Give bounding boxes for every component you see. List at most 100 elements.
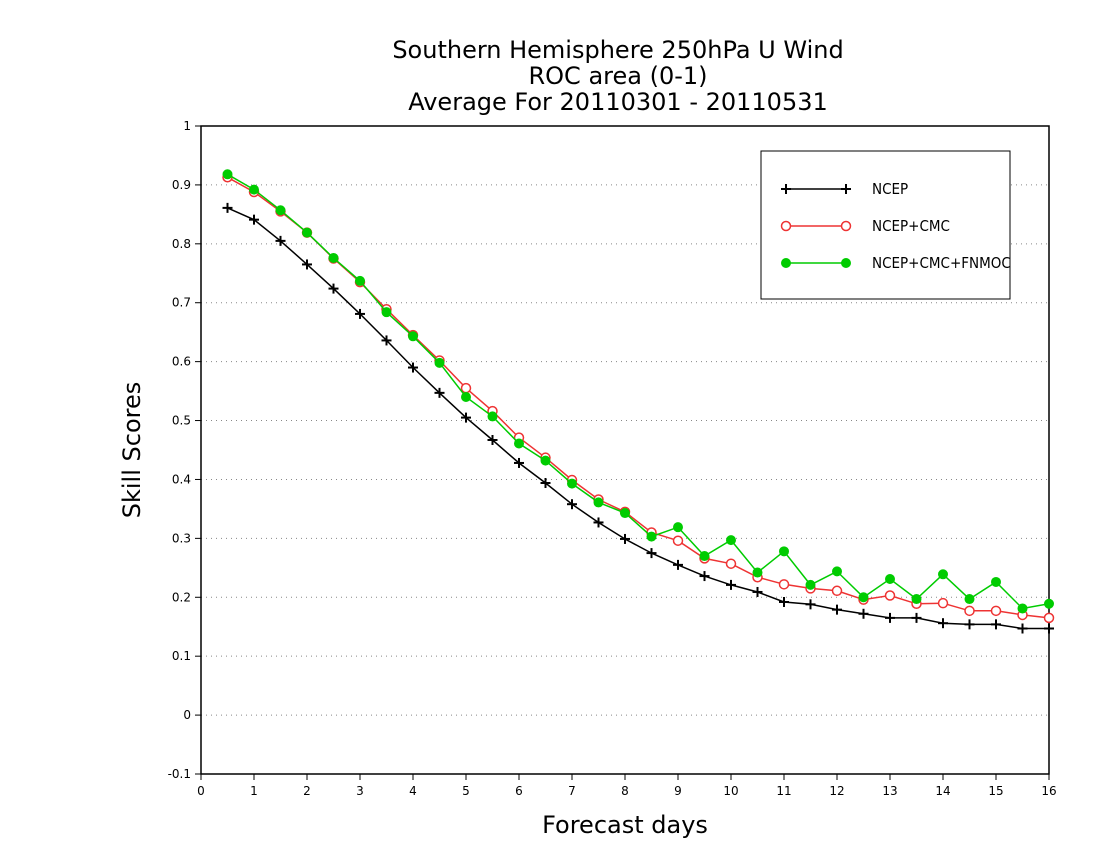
x-tick-label: 11 (776, 784, 791, 798)
y-axis-title: Skill Scores (118, 382, 146, 519)
x-axis-title: Forecast days (542, 811, 708, 839)
data-point (381, 307, 392, 318)
data-point (964, 594, 975, 605)
axis-ticks: -0.100.10.20.30.40.50.60.70.80.910 1 2 3 4 5 6… (168, 119, 1057, 798)
legend-item-ncep-cmc-fnmoc: NCEP+CMC+FNMOC (781, 254, 1011, 272)
data-point (964, 605, 975, 617)
data-point (726, 535, 736, 546)
legend-marker (781, 184, 791, 194)
data-point (805, 579, 816, 590)
data-point (779, 546, 789, 557)
data-point (831, 585, 843, 597)
data-point (461, 391, 471, 402)
data-point (938, 569, 948, 580)
data-point (514, 438, 524, 449)
data-point (275, 235, 286, 246)
data-point (725, 558, 737, 569)
data-point (460, 382, 472, 394)
data-point (222, 169, 233, 180)
x-tick-label: 4 (409, 784, 417, 798)
data-point (593, 517, 604, 528)
data-point (567, 499, 577, 510)
y-tick-label: 0 (183, 708, 191, 722)
data-point (540, 455, 551, 466)
legend: NCEP NCEP+CMC NCEP+CMC+FNMOC (760, 150, 1011, 300)
series-ncep-cmc-fnmoc (222, 169, 1054, 614)
data-point (302, 259, 312, 270)
legend-label: NCEP+CMC+FNMOC (872, 254, 1011, 272)
x-tick-label: 6 (515, 784, 523, 798)
y-tick-label: 0.7 (172, 296, 191, 310)
data-point (514, 457, 524, 468)
data-point (752, 586, 763, 597)
legend-item-ncep-cmc: NCEP+CMC (780, 217, 950, 235)
data-point (620, 533, 630, 544)
x-tick-label: 10 (723, 784, 738, 798)
data-point (381, 335, 392, 346)
data-point (1044, 623, 1054, 634)
data-point (884, 590, 896, 601)
series-line-ncep-cmc-fnmoc (227, 173, 1050, 610)
data-point (275, 205, 286, 216)
x-tick-label: 13 (882, 784, 897, 798)
data-point (249, 214, 259, 225)
data-point (699, 571, 710, 582)
data-point (434, 387, 445, 398)
y-tick-label: 0.5 (172, 414, 191, 428)
data-point (672, 535, 684, 546)
y-tick-label: 0.9 (172, 178, 191, 192)
data-point (487, 411, 498, 422)
data-point (620, 508, 630, 519)
legend-box (760, 150, 1011, 300)
data-point (779, 596, 789, 607)
legend-marker (841, 258, 851, 268)
legend-marker (841, 184, 851, 194)
series-layer (222, 169, 1055, 634)
data-point (567, 478, 577, 489)
x-tick-label: 0 (197, 784, 205, 798)
data-point (222, 202, 233, 213)
data-point (858, 592, 869, 603)
data-point (858, 608, 869, 619)
chart-title-line-2: ROC area (0-1) (528, 62, 707, 90)
data-point (408, 362, 418, 373)
x-tick-label: 3 (356, 784, 364, 798)
data-point (885, 612, 895, 623)
y-tick-label: 0.8 (172, 237, 191, 251)
data-point (461, 412, 471, 423)
data-point (1017, 603, 1028, 614)
data-point (991, 576, 1001, 587)
data-point (1043, 612, 1055, 624)
data-point (832, 604, 842, 615)
chart-title-line-1: Southern Hemisphere 250hPa U Wind (392, 36, 843, 64)
data-point (805, 599, 816, 610)
data-point (991, 619, 1001, 630)
data-point (1044, 598, 1054, 609)
data-point (673, 522, 683, 533)
data-point (408, 331, 418, 342)
data-point (302, 227, 312, 238)
data-point (964, 619, 975, 630)
data-point (937, 597, 949, 609)
chart-title: Southern Hemisphere 250hPa U Wind ROC ar… (392, 36, 843, 116)
x-tick-label: 2 (303, 784, 311, 798)
x-tick-label: 14 (935, 784, 950, 798)
chart-title-line-3: Average For 20110301 - 20110531 (408, 88, 828, 116)
legend-marker (780, 220, 792, 232)
y-tick-label: 0.3 (172, 531, 191, 545)
data-point (778, 579, 790, 590)
data-point (673, 559, 683, 570)
data-point (540, 477, 551, 488)
y-tick-label: 1 (183, 119, 191, 133)
legend-item-ncep: NCEP (781, 180, 908, 198)
data-point (752, 567, 763, 578)
data-point (328, 252, 339, 263)
data-point (911, 612, 922, 623)
data-point (355, 308, 365, 319)
data-point (726, 579, 736, 590)
legend-marker (840, 220, 852, 232)
y-tick-label: -0.1 (168, 767, 191, 781)
y-tick-label: 0.6 (172, 355, 191, 369)
series-ncep (222, 202, 1054, 634)
